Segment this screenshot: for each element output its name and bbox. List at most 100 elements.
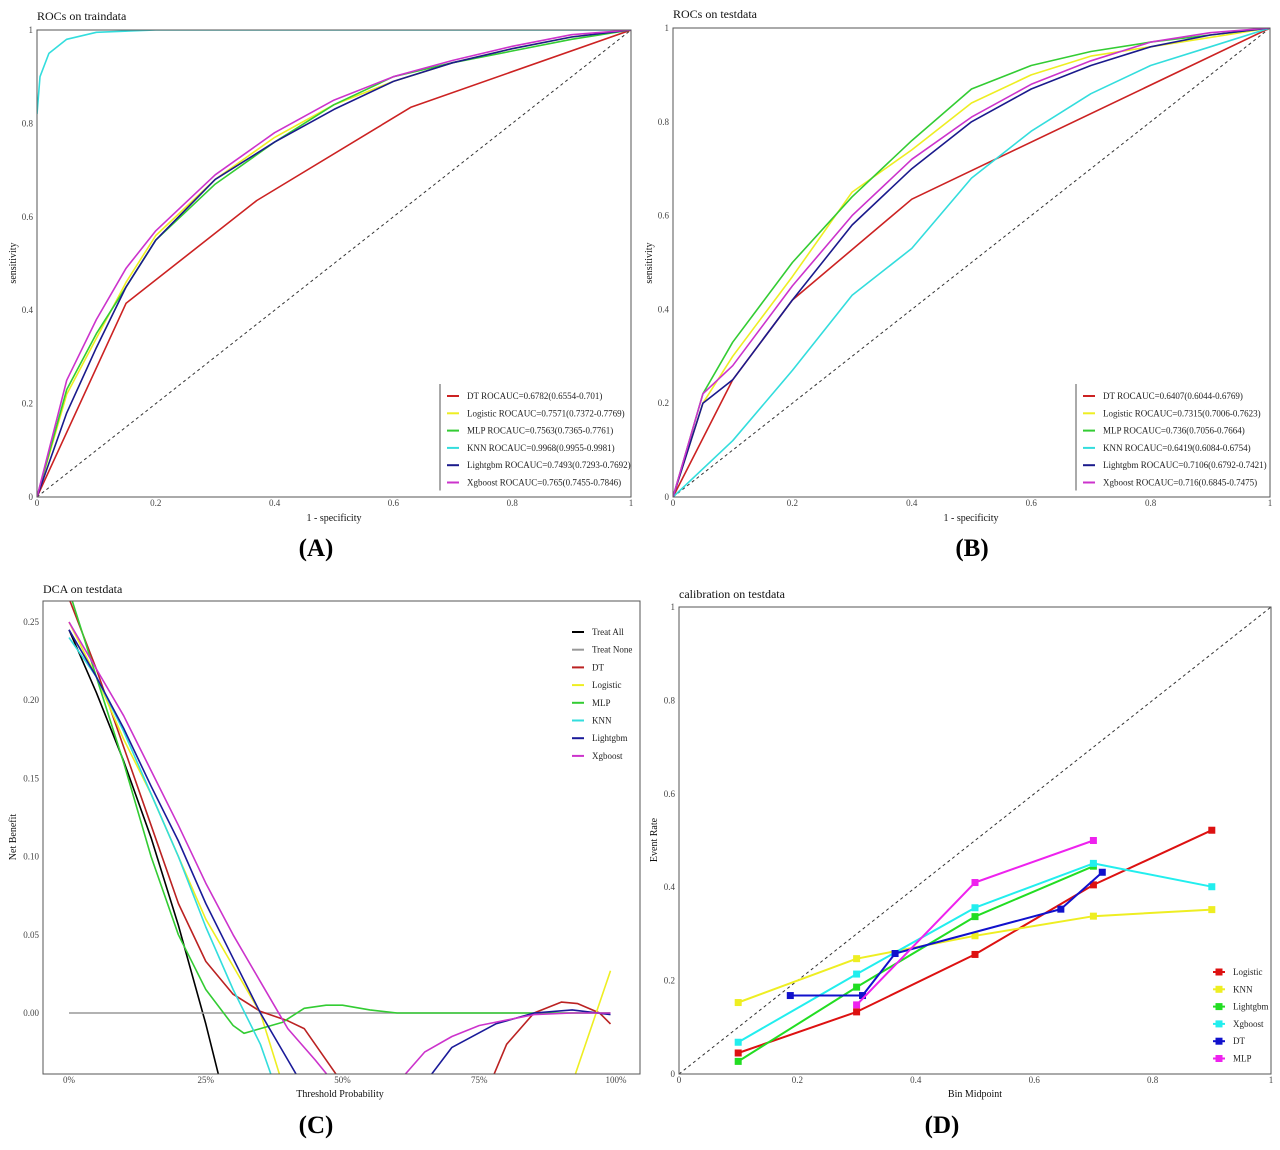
series-line-lightgbm [737, 865, 1094, 1063]
data-point-dt [1098, 868, 1106, 876]
y-tick-label: 0.6 [664, 789, 676, 799]
y-axis-label: sensitivity [644, 242, 655, 283]
x-tick-label: 0 [35, 498, 40, 508]
x-tick-label: 0.8 [1147, 1075, 1159, 1085]
series-group [68, 601, 612, 1074]
legend-entry: Lightgbm [1233, 1002, 1269, 1012]
legend-marker [1215, 1037, 1223, 1045]
series-line-logistic [737, 829, 1213, 1054]
x-tick-label: 0.6 [388, 498, 400, 508]
y-tick-label: 0.4 [22, 305, 34, 315]
legend-entry: Logistic [592, 680, 622, 690]
x-tick-label: 0.8 [1145, 498, 1157, 508]
legend-entry: MLP [592, 698, 611, 708]
data-point-xgboost [853, 970, 861, 978]
panel-label: (A) [299, 535, 334, 562]
legend-entry: Lightgbm [592, 733, 628, 743]
legend-entry: MLP ROCAUC=0.7563(0.7365-0.7761) [467, 426, 613, 436]
legend-entry: DT [592, 662, 604, 672]
plot-frame [678, 606, 1272, 1075]
x-tick-label: 0.4 [906, 498, 918, 508]
x-tick-label: 0.2 [787, 498, 798, 508]
legend-entry: DT ROCAUC=0.6782(0.6554-0.701) [467, 391, 602, 401]
data-point-knn [971, 932, 979, 940]
y-tick-label: 0.8 [664, 695, 676, 705]
data-point-logistic [853, 1008, 861, 1016]
chart-title: calibration on testdata [679, 587, 786, 601]
legend-entry: MLP [1233, 1054, 1252, 1064]
legend-entry: Treat All [592, 627, 624, 637]
series-group [734, 826, 1216, 1065]
series-line-xgboost [68, 621, 611, 1074]
series-line-dt [69, 601, 612, 1074]
panel-c-dca: DCA on testdata Threshold Probability Net … [8, 582, 641, 1139]
y-tick-label: 0.6 [22, 212, 34, 222]
data-point-knn [853, 955, 861, 963]
legend-marker [1215, 1003, 1223, 1011]
series-line-logistic [68, 621, 612, 1074]
y-tick-label: 0.6 [658, 211, 670, 221]
legend-marker [1215, 1055, 1223, 1062]
reference-diagonal [678, 606, 1272, 1075]
y-tick-label: 0 [671, 1069, 676, 1079]
series-line-knn [673, 28, 1270, 497]
series-line-lightgbm [673, 28, 1270, 497]
x-axis-label: 1 - specificity [307, 513, 362, 524]
reference-diagonal [672, 27, 1271, 498]
y-tick-label: 0.00 [23, 1008, 39, 1018]
legend-entry: KNN [1233, 984, 1253, 994]
data-point-knn [734, 999, 742, 1007]
panel-a-roc-train: ROCs on traindata 1 - specificity sensitiv… [8, 9, 633, 562]
series-line-knn [37, 30, 631, 115]
legend-entry: KNN [592, 716, 612, 726]
y-tick-label: 0.05 [23, 930, 39, 940]
series-line-knn [68, 637, 272, 1074]
data-point-xgboost [1208, 883, 1216, 891]
y-tick-label: 0.20 [23, 695, 39, 705]
x-axis-label: Threshold Probability [296, 1089, 384, 1100]
series-group [673, 28, 1270, 497]
legend-entry: Xgboost ROCAUC=0.716(0.6845-0.7475) [1103, 478, 1257, 488]
series-line-lightgbm [37, 30, 631, 497]
x-tick-label: 100% [606, 1075, 628, 1085]
y-axis-label: Event Rate [649, 817, 660, 862]
y-tick-label: 1 [671, 602, 676, 612]
data-point-logistic [734, 1049, 742, 1057]
legend-entry: DT [1233, 1036, 1245, 1046]
legend-entry: Xgboost [592, 751, 623, 761]
x-axis-label: 1 - specificity [944, 513, 999, 524]
legend-entry: KNN ROCAUC=0.9968(0.9955-0.9981) [467, 443, 615, 453]
data-point-logistic [971, 950, 979, 958]
data-point-lightgbm [853, 983, 861, 991]
legend-entry: Lightgbm ROCAUC=0.7493(0.7293-0.7692) [467, 460, 631, 470]
panel-label: (B) [955, 535, 988, 562]
legend-entry: Xgboost [1233, 1019, 1264, 1029]
series-line-dt [37, 30, 631, 497]
legend-entry: Logistic ROCAUC=0.7571(0.7372-0.7769) [467, 408, 625, 418]
x-tick-label: 0.6 [1029, 1075, 1041, 1085]
plot-frame [42, 600, 641, 1075]
series-line-treat [68, 629, 220, 1074]
plot-frame [36, 29, 632, 498]
legend-entry: Logistic [1233, 967, 1263, 977]
data-point-xgboost [1089, 859, 1097, 867]
y-tick-label: 0.15 [23, 773, 39, 783]
y-tick-label: 0.10 [23, 852, 39, 862]
legend-entry: Xgboost ROCAUC=0.765(0.7455-0.7846) [467, 478, 621, 488]
data-point-logistic [1089, 881, 1097, 889]
y-tick-label: 0 [29, 492, 34, 502]
legend-marker [1215, 1020, 1223, 1028]
y-tick-label: 0.2 [22, 399, 33, 409]
legend-entry: KNN ROCAUC=0.6419(0.6084-0.6754) [1103, 443, 1251, 453]
y-tick-label: 0.4 [658, 304, 670, 314]
legend-marker [1215, 985, 1223, 993]
x-tick-label: 0% [63, 1075, 76, 1085]
x-tick-label: 75% [471, 1075, 488, 1085]
chart-title: DCA on testdata [43, 582, 123, 596]
series-line-mlp [71, 601, 611, 1035]
data-point-dt [891, 950, 899, 958]
y-tick-label: 0 [665, 492, 670, 502]
panel-b-roc-test: ROCs on testdata 1 - specificity sensitivi… [644, 7, 1272, 562]
y-tick-label: 0.8 [22, 118, 34, 128]
